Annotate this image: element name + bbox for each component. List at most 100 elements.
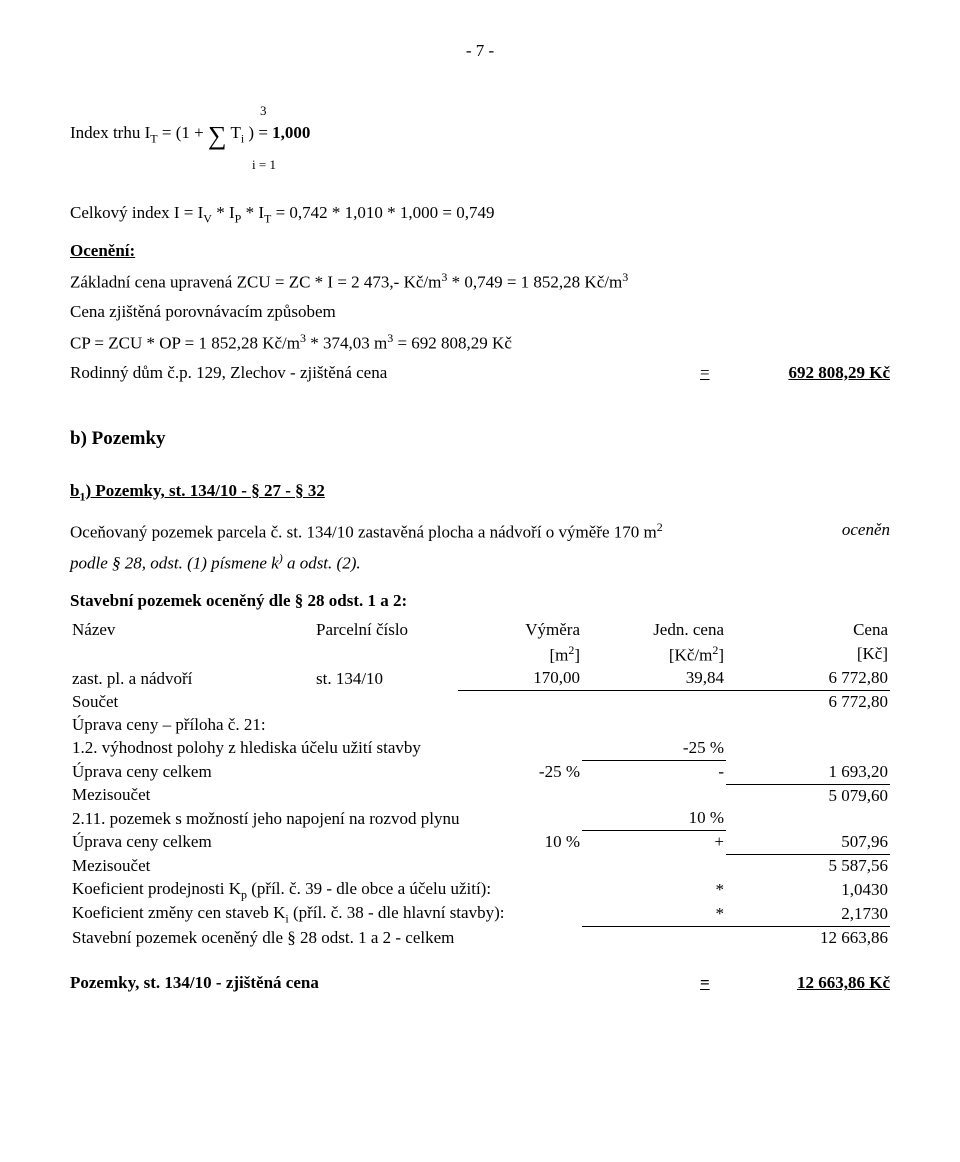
- zakl-a: Základní cena upravená ZCU = ZC * I = 2 …: [70, 273, 441, 292]
- table-row: Mezisoučet 5 079,60: [70, 784, 890, 807]
- r211-pct: 10 %: [582, 807, 726, 830]
- ki-label: Koeficient změny cen staveb Ki (příl. č.…: [70, 902, 582, 927]
- rod-eq: =: [700, 362, 740, 385]
- stavcelk-label: Stavební pozemek oceněný dle § 28 odst. …: [70, 927, 726, 950]
- uprava-21: Úprava ceny – příloha č. 21:: [70, 714, 890, 737]
- kp-a: Koeficient prodejnosti K: [72, 879, 241, 898]
- rod-label: Rodinný dům č.p. 129, Zlechov - zjištěná…: [70, 362, 387, 385]
- page-number: - 7 -: [70, 40, 890, 63]
- table-row: Stavební pozemek oceněný dle § 28 odst. …: [70, 927, 890, 950]
- rodinny-dum-row: Rodinný dům č.p. 129, Zlechov - zjištěná…: [70, 362, 890, 385]
- cp-mid: * 374,03 m: [306, 334, 387, 353]
- sum-eq: = (1 +: [158, 123, 208, 142]
- r12-label: 1.2. výhodnost polohy z hlediska účelu u…: [70, 737, 582, 760]
- sum-label: Index trhu I: [70, 123, 150, 142]
- index-trhu-formula: 3 Index trhu IT = (1 + ∑ Ti ) = 1,000 i …: [70, 99, 890, 176]
- celk-label: Celkový index I = I: [70, 203, 203, 222]
- sum-upper: 3: [260, 102, 267, 120]
- kp-star: *: [582, 878, 726, 903]
- sum-close: ) =: [244, 123, 272, 142]
- pozzj-eq: =: [700, 972, 740, 995]
- sum-lower: i = 1: [252, 156, 276, 174]
- r12-pct: -25 %: [582, 737, 726, 760]
- u-jedn-a: [Kč/m: [669, 645, 712, 664]
- upr1-label: Úprava ceny celkem: [70, 761, 458, 784]
- r1-vym: 170,00: [458, 667, 582, 690]
- upr1-val: 1 693,20: [726, 761, 890, 784]
- ocen2a: podle § 28, odst. (1) písmene k: [70, 554, 279, 573]
- stavcelk-val: 12 663,86: [726, 927, 890, 950]
- table-row: 2.11. pozemek s možností jeho napojení n…: [70, 807, 890, 830]
- zakl-b: * 0,749 = 1 852,28 Kč/m: [447, 273, 622, 292]
- upr2-label: Úprava ceny celkem: [70, 831, 458, 854]
- kp-label: Koeficient prodejnosti Kp (příl. č. 39 -…: [70, 878, 582, 903]
- ki-val: 2,1730: [726, 902, 890, 927]
- celk-rest: = 0,742 * 1,010 * 1,000 = 0,749: [271, 203, 494, 222]
- r211-label: 2.11. pozemek s možností jeho napojení n…: [70, 807, 582, 830]
- hdr2-vym: [m2]: [458, 642, 582, 668]
- b1-rest: ) Pozemky, st. 134/10 - § 27 - § 32: [85, 481, 324, 500]
- hdr-jedn: Jedn. cena: [582, 619, 726, 642]
- rod-val: 692 808,29 Kč: [740, 362, 890, 385]
- hdr2-cena: [Kč]: [726, 642, 890, 668]
- u-jedn-e: ]: [718, 645, 724, 664]
- cp-line: CP = ZCU * OP = 1 852,28 Kč/m3 * 374,03 …: [70, 330, 890, 356]
- ki-star: *: [582, 902, 726, 927]
- ocen-sup: 2: [657, 520, 663, 534]
- table-row: Koeficient prodejnosti Kp (příl. č. 39 -…: [70, 878, 890, 903]
- ocen2b: a odst. (2).: [283, 554, 361, 573]
- mezi2-val: 5 587,56: [726, 854, 890, 877]
- hdr-vym: Výměra: [458, 619, 582, 642]
- sum-sub-t: T: [150, 131, 157, 145]
- pozzj-val: 12 663,86 Kč: [740, 972, 890, 995]
- cp-end: = 692 808,29 Kč: [393, 334, 512, 353]
- b-pozemky-heading: b) Pozemky: [70, 426, 890, 452]
- celk-s1: * I: [212, 203, 235, 222]
- kp-rest: (příl. č. 39 - dle obce a účelu užití):: [247, 879, 491, 898]
- pricing-table: Název Parcelní číslo Výměra Jedn. cena C…: [70, 619, 890, 951]
- table-row: Úprava ceny celkem -25 % - 1 693,20: [70, 761, 890, 784]
- r1-jedn: 39,84: [582, 667, 726, 690]
- u-vym-a: [m: [549, 645, 568, 664]
- hdr-name: Název: [70, 619, 314, 642]
- celkovy-index: Celkový index I = IV * IP * IT = 0,742 *…: [70, 202, 890, 227]
- upr1-pct: -25 %: [458, 761, 582, 784]
- ki-rest: (příl. č. 38 - dle hlavní stavby):: [289, 903, 505, 922]
- b1-heading: b1) Pozemky, st. 134/10 - § 27 - § 32: [70, 480, 890, 505]
- table-row: Součet 6 772,80: [70, 691, 890, 714]
- table-row: Úprava ceny celkem 10 % + 507,96: [70, 831, 890, 854]
- zakladni-cena: Základní cena upravená ZCU = ZC * I = 2 …: [70, 269, 890, 295]
- table-row: 1.2. výhodnost polohy z hlediska účelu u…: [70, 737, 890, 760]
- soucet-label: Součet: [70, 691, 726, 714]
- upr1-sign: -: [582, 761, 726, 784]
- pozzj-label: Pozemky, st. 134/10 - zjištěná cena: [70, 972, 319, 995]
- ocen-a: Oceňovaný pozemek parcela č. st. 134/10 …: [70, 522, 657, 541]
- mezi1-label: Mezisoučet: [70, 784, 726, 807]
- mezi1-val: 5 079,60: [726, 784, 890, 807]
- cena-zjistena-label: Cena zjištěná porovnávacím způsobem: [70, 301, 890, 324]
- table-header-units: [m2] [Kč/m2] [Kč]: [70, 642, 890, 668]
- sum-ti: T: [227, 123, 241, 142]
- sum-line: Index trhu IT = (1 + ∑ Ti ) = 1,000: [70, 118, 890, 153]
- u-vym-e: ]: [574, 645, 580, 664]
- zakl-sup2: 3: [622, 270, 628, 284]
- r1-name: zast. pl. a nádvoří: [70, 667, 314, 690]
- hdr-cena: Cena: [726, 619, 890, 642]
- table-row: Mezisoučet 5 587,56: [70, 854, 890, 877]
- mezi2-label: Mezisoučet: [70, 854, 726, 877]
- upr2-pct: 10 %: [458, 831, 582, 854]
- stavebni-pozemek-heading: Stavební pozemek oceněný dle § 28 odst. …: [70, 590, 890, 613]
- ocenovany-podle: podle § 28, odst. (1) písmene k) a odst.…: [70, 550, 890, 576]
- ki-a: Koeficient změny cen staveb K: [72, 903, 285, 922]
- r1-cena: 6 772,80: [726, 667, 890, 690]
- celk-s2: * I: [241, 203, 264, 222]
- table-row: Koeficient změny cen staveb Ki (příl. č.…: [70, 902, 890, 927]
- r1-parc: st. 134/10: [314, 667, 458, 690]
- kp-val: 1,0430: [726, 878, 890, 903]
- pozemky-zjistena-row: Pozemky, st. 134/10 - zjištěná cena = 12…: [70, 972, 890, 995]
- celk-v: V: [203, 211, 212, 225]
- soucet-val: 6 772,80: [726, 691, 890, 714]
- sum-result: 1,000: [272, 123, 310, 142]
- table-row: Úprava ceny – příloha č. 21:: [70, 714, 890, 737]
- ocenovany-pozemek: Oceňovaný pozemek parcela č. st. 134/10 …: [70, 519, 890, 545]
